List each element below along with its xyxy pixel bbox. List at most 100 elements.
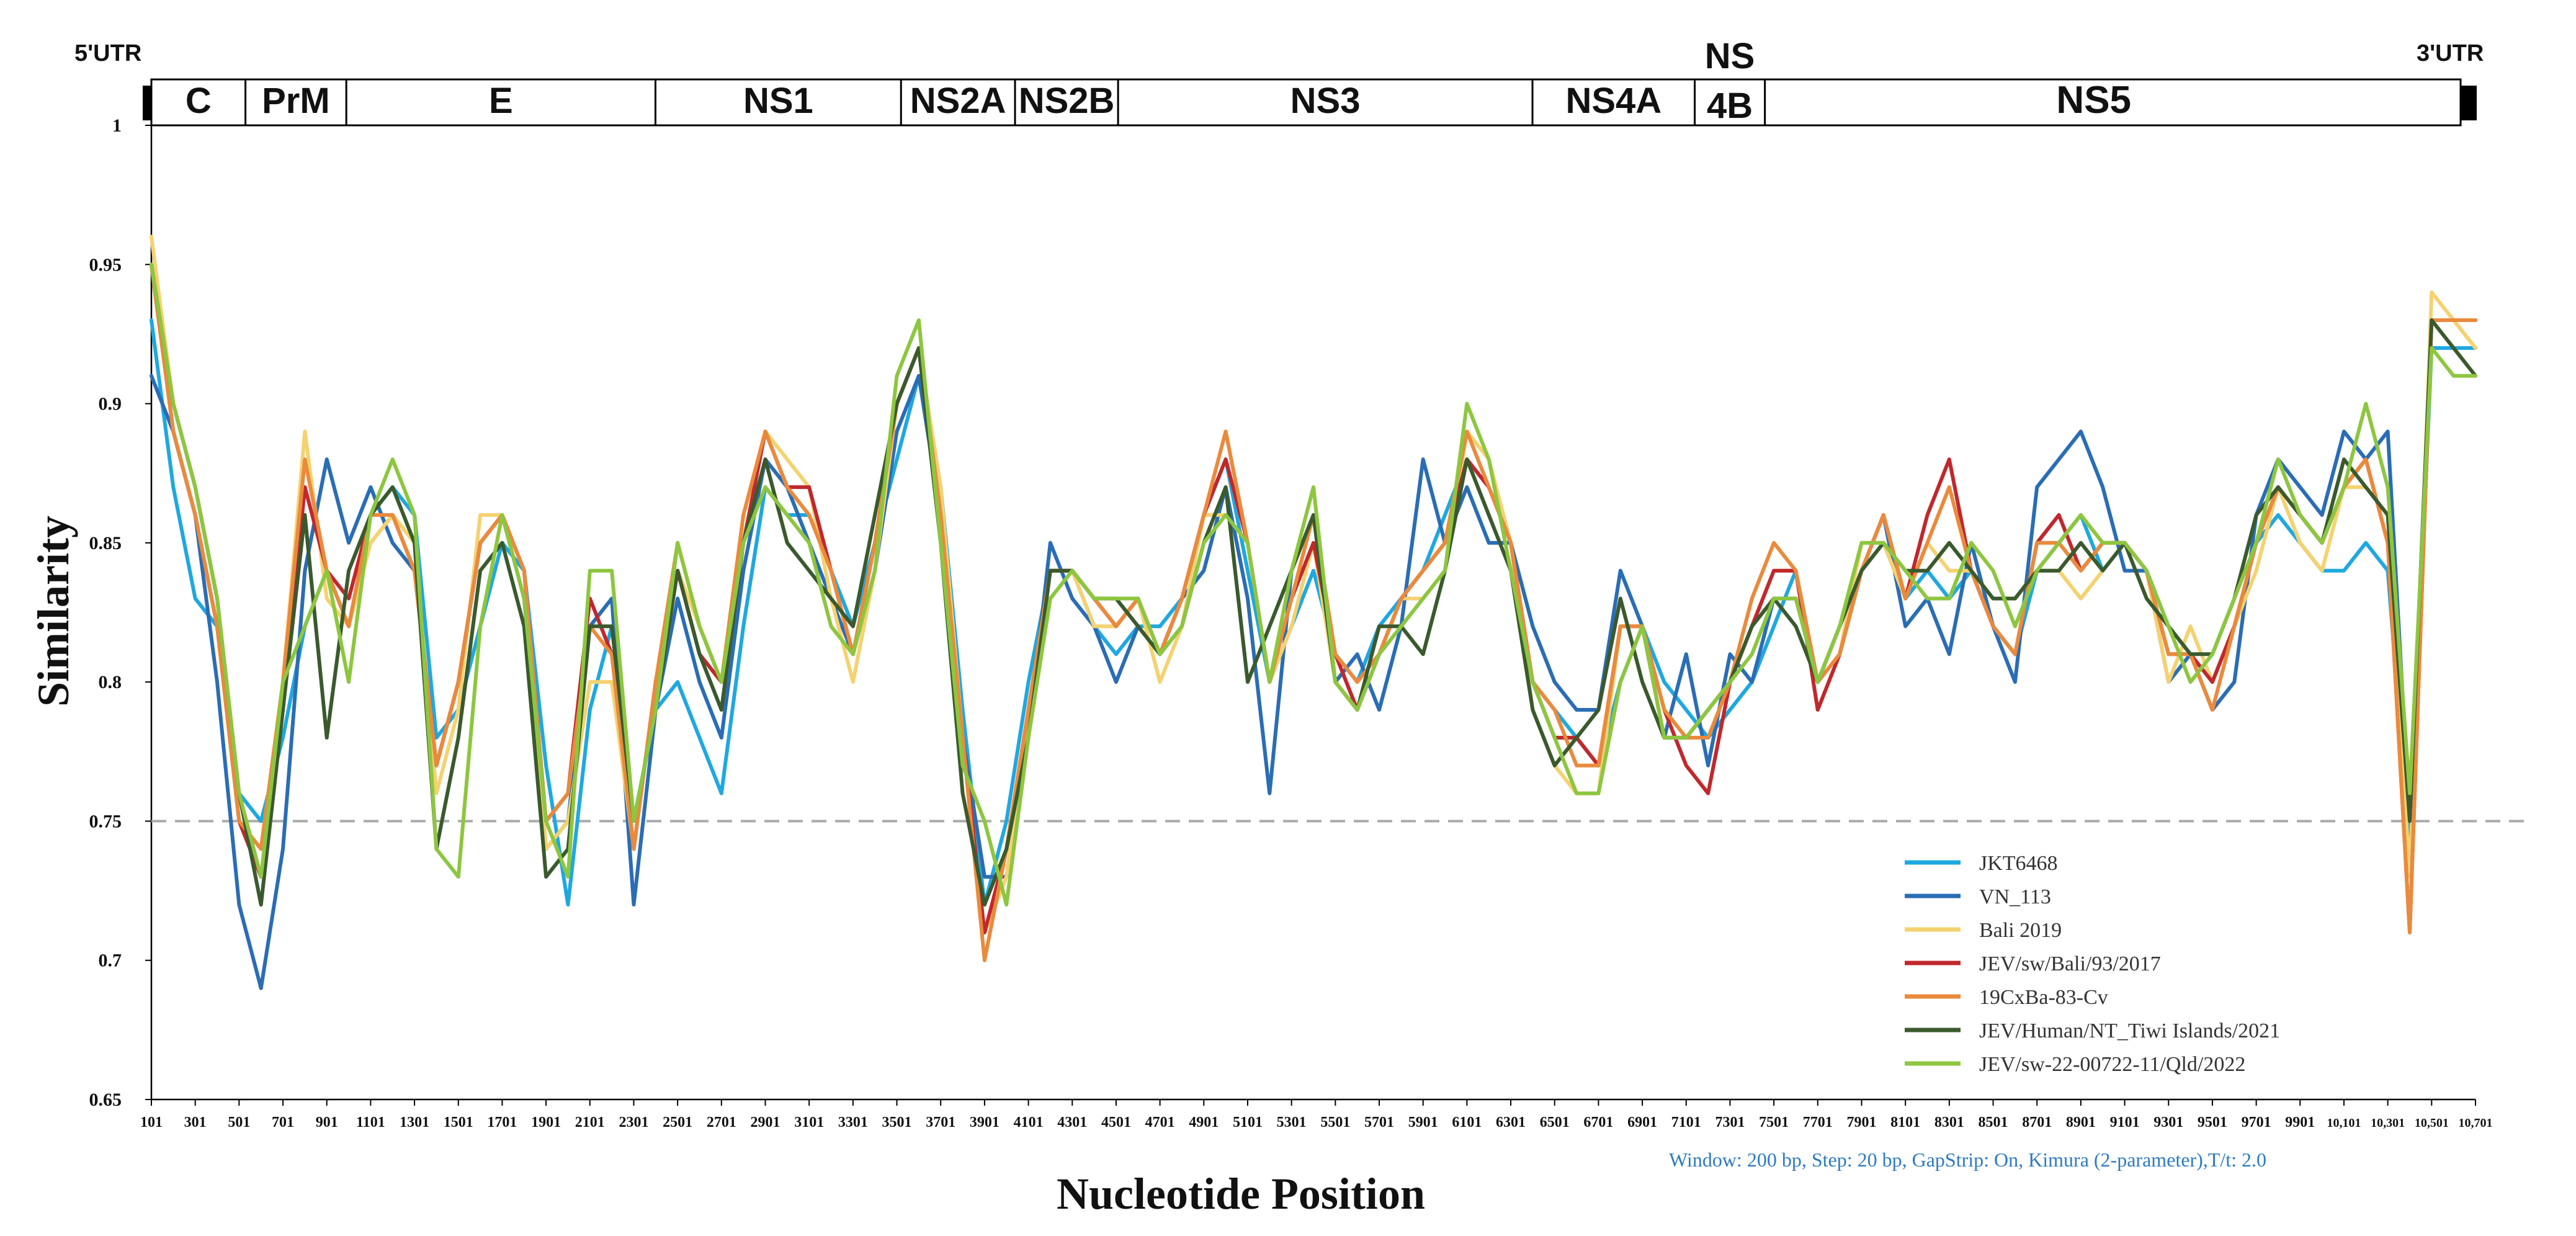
- genome-segment-label: NS1: [743, 81, 813, 121]
- x-tick-label: 4101: [1014, 1114, 1044, 1131]
- x-tick-label: 2301: [619, 1114, 648, 1131]
- x-tick-label: 7301: [1715, 1114, 1745, 1131]
- y-tick-label: 0.65: [89, 1090, 122, 1110]
- x-tick-label: 8101: [1890, 1114, 1920, 1131]
- x-tick-label: 2101: [575, 1114, 605, 1131]
- legend: JKT6468 VN_113 Bali 2019 JEV/sw/Bali/93/201…: [1905, 852, 2280, 1076]
- x-tick-label: 4701: [1145, 1114, 1175, 1131]
- legend-label: JEV/sw-22-00722-11/Qld/2022: [1979, 1053, 2245, 1076]
- x-tick-label: 3101: [794, 1114, 824, 1131]
- series-line: [150, 318, 2477, 907]
- x-tick-label: 10,501: [2415, 1116, 2449, 1130]
- genome-segment-label: 4B: [1707, 86, 1753, 126]
- x-tick-label: 3701: [926, 1114, 955, 1131]
- x-tick-label: 1901: [531, 1114, 561, 1131]
- genome-segment-label: C: [186, 81, 212, 121]
- series-line: [150, 262, 2477, 907]
- x-tick-label: 7501: [1759, 1114, 1789, 1131]
- genome-segment-label: NS2B: [1019, 81, 1115, 121]
- x-tick-label: 2501: [663, 1114, 692, 1131]
- x-tick-label: 6501: [1540, 1114, 1570, 1131]
- utr3-block: [2461, 86, 2477, 120]
- series-line: [150, 235, 2477, 934]
- x-tick-label: 8301: [1934, 1114, 1964, 1131]
- x-tick-label: 7701: [1803, 1114, 1833, 1131]
- legend-label: VN_113: [1979, 885, 2051, 908]
- y-tick-label: 0.8: [99, 672, 122, 692]
- genome-outline: [150, 78, 2462, 127]
- x-tick-label: 9701: [2242, 1114, 2271, 1131]
- x-tick-label: 5101: [1233, 1114, 1263, 1131]
- y-tick-label: 0.7: [99, 951, 122, 971]
- legend-label: JEV/Human/NT_Tiwi Islands/2021: [1979, 1019, 2280, 1042]
- x-tick-label: 5701: [1364, 1114, 1394, 1131]
- genome-segment-label-top: NS: [1705, 36, 1755, 76]
- x-tick-label: 701: [272, 1114, 294, 1131]
- genome-segment-label: NS3: [1290, 81, 1361, 121]
- utr5-block: [143, 86, 151, 120]
- x-tick-label: 3501: [882, 1114, 912, 1131]
- x-tick-label: 10,101: [2327, 1116, 2361, 1130]
- y-tick-label: 0.85: [89, 533, 122, 553]
- utr5-label: 5'UTR: [74, 40, 141, 66]
- y-tick-label: 0.75: [89, 811, 122, 831]
- y-axis-title: Similarity: [29, 516, 78, 707]
- x-tick-label: 3901: [970, 1114, 1000, 1131]
- x-tick-label: 9501: [2198, 1114, 2227, 1131]
- x-tick-label: 9101: [2110, 1114, 2140, 1131]
- x-tick-label: 301: [184, 1114, 207, 1131]
- window-annotation: Window: 200 bp, Step: 20 bp, GapStrip: O…: [1669, 1149, 2266, 1171]
- x-tick-label: 1701: [487, 1114, 517, 1131]
- x-tick-label: 7901: [1846, 1114, 1876, 1131]
- x-tick-label: 5501: [1320, 1114, 1350, 1131]
- series-line: [150, 262, 2477, 962]
- x-tick-label: 5301: [1277, 1114, 1307, 1131]
- series-group: [150, 235, 2477, 990]
- genome-segment-label: E: [489, 81, 513, 121]
- x-tick-label: 9901: [2285, 1114, 2315, 1131]
- x-tick-label: 6701: [1583, 1114, 1613, 1131]
- legend-label: JEV/sw/Bali/93/2017: [1979, 952, 2161, 975]
- x-tick-label: 2701: [707, 1114, 736, 1131]
- x-tick-label: 3301: [838, 1114, 868, 1131]
- x-tick-label: 8901: [2066, 1114, 2096, 1131]
- x-tick-label: 10,701: [2459, 1116, 2493, 1130]
- x-tick-label: 501: [228, 1114, 250, 1131]
- genome-segment-label: NS2A: [910, 81, 1006, 121]
- genome-map: 5'UTR 3'UTR C PrM E NS1 NS2A NS2B NS3 NS4A 4B NS N…: [74, 36, 2484, 127]
- x-tick-label: 7101: [1671, 1114, 1701, 1131]
- y-tick-label: 0.9: [99, 394, 122, 414]
- x-tick-label: 8701: [2022, 1114, 2052, 1131]
- genome-segment-label: NS4A: [1565, 81, 1661, 121]
- legend-label: 19CxBa-83-Cv: [1979, 986, 2108, 1009]
- series-line: [150, 318, 2477, 990]
- x-tick-label: 10,301: [2371, 1116, 2405, 1130]
- utr3-label: 3'UTR: [2417, 40, 2484, 66]
- x-tick-label: 4501: [1101, 1114, 1131, 1131]
- x-tick-label: 4901: [1189, 1114, 1219, 1131]
- x-tick-label: 1101: [356, 1114, 385, 1131]
- x-tick-label: 901: [316, 1114, 338, 1131]
- x-tick-label: 8501: [1979, 1114, 2008, 1131]
- axes: 0.65 0.7 0.75 0.8 0.85 0.9 0.95 1 101 301 501 701 9…: [89, 115, 2493, 1131]
- x-tick-label: 1501: [444, 1114, 473, 1131]
- y-tick-label: 0.95: [89, 254, 122, 275]
- x-tick-label: 6301: [1496, 1114, 1526, 1131]
- y-tick-label: 1: [112, 115, 122, 136]
- x-axis-title: Nucleotide Position: [1057, 1169, 1425, 1219]
- x-tick-label: 4301: [1057, 1114, 1087, 1131]
- x-tick-label: 1301: [400, 1114, 429, 1131]
- series-line: [150, 262, 2477, 907]
- x-tick-label: 2901: [751, 1114, 780, 1131]
- legend-label: JKT6468: [1979, 852, 2058, 875]
- x-tick-label: 101: [140, 1114, 163, 1131]
- legend-label: Bali 2019: [1979, 919, 2062, 942]
- genome-segment-label: NS5: [2056, 79, 2131, 122]
- x-tick-label: 6901: [1627, 1114, 1657, 1131]
- series-line: [150, 262, 2477, 934]
- x-tick-label: 9301: [2153, 1114, 2183, 1131]
- x-tick-label: 5901: [1408, 1114, 1438, 1131]
- x-tick-label: 6101: [1452, 1114, 1482, 1131]
- genome-segment-label: PrM: [262, 81, 330, 121]
